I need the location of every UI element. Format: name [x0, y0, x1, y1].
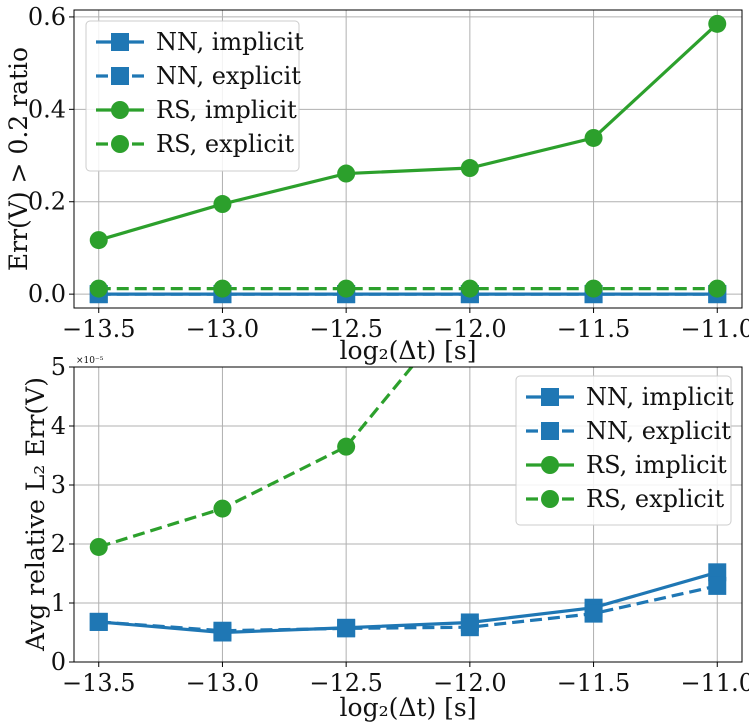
- x-tick-label: −11.0: [680, 315, 749, 343]
- x-tick-label: −12.0: [433, 315, 507, 343]
- x-axis-label-top: log₂(Δt) [s]: [340, 336, 477, 365]
- series-layer-bottom: [89, 367, 727, 642]
- series-line: [98, 367, 414, 549]
- legend-label: RS, explicit: [156, 130, 294, 158]
- legend-entry: NN, explicit: [526, 417, 731, 445]
- y-tick-label: 0.4: [28, 95, 66, 123]
- series-line: [98, 570, 718, 635]
- data-point: [337, 619, 356, 638]
- legend-label: RS, implicit: [586, 451, 727, 479]
- series-line: [98, 584, 718, 633]
- ticks-top: −13.5 −13.0 −12.5 −12.0 −11.5 −11.0 0.0 0.2 0.4 0…: [28, 3, 749, 343]
- legend-entry: RS, explicit: [526, 485, 724, 513]
- legend-entry: NN, explicit: [96, 62, 301, 90]
- data-point: [89, 231, 108, 250]
- series-line: [98, 22, 719, 242]
- data-point: [708, 14, 727, 33]
- legend-marker: [541, 490, 559, 508]
- x-tick-label: −13.0: [186, 315, 260, 343]
- legend-entry: RS, explicit: [96, 130, 294, 158]
- legend-entry: NN, implicit: [96, 28, 304, 56]
- data-point: [584, 128, 603, 147]
- axes-frame-top: [73, 9, 743, 309]
- y-tick-label: 0: [51, 648, 66, 676]
- legend-top: NN, implicit NN, explicit RS, implicit RS, …: [85, 20, 304, 172]
- series-layer-top: [89, 14, 727, 304]
- x-tick-label: −11.0: [680, 669, 749, 697]
- data-point: [460, 279, 479, 298]
- legend-entry: RS, implicit: [526, 451, 727, 479]
- x-axis-label-bottom: log₂(Δt) [s]: [340, 693, 477, 722]
- y-tick-label: 1: [51, 589, 66, 617]
- data-point: [460, 618, 479, 637]
- legend-box: [515, 375, 732, 526]
- data-point: [708, 279, 727, 298]
- x-tick-label: −11.5: [557, 669, 631, 697]
- data-point: [584, 604, 603, 623]
- y-axis-label-bottom: Avg relative L₂ Err(V): [21, 377, 50, 652]
- legend-marker: [541, 456, 559, 474]
- data-point: [89, 612, 108, 631]
- data-point: [708, 576, 727, 595]
- scale-label: ×10⁻⁵: [76, 356, 104, 366]
- data-point: [213, 499, 232, 518]
- ticks-bottom: −13.5 −13.0 −12.5 −12.0 −11.5 −11.0 0 1 2 3 4 5: [51, 353, 749, 697]
- legend-label: NN, implicit: [586, 383, 734, 411]
- legend-entry: RS, implicit: [96, 96, 297, 124]
- legend-marker: [111, 67, 129, 85]
- series-rs-explicit: [89, 279, 727, 298]
- x-tick-label: −13.5: [62, 315, 136, 343]
- data-point: [708, 563, 727, 582]
- data-point: [337, 164, 356, 183]
- y-axis-label-top: Err(V) > 0.2 ratio: [4, 47, 33, 271]
- legend-label: NN, implicit: [156, 28, 304, 56]
- bottom-panel: −13.5 −13.0 −12.5 −12.0 −11.5 −11.0 0 1 2 3 4 5 ×10…: [21, 353, 749, 722]
- x-tick-label: −12.5: [309, 315, 383, 343]
- y-tick-label: 0.6: [28, 3, 66, 31]
- x-tick-label: −11.5: [557, 315, 631, 343]
- y-tick-label: 0.0: [28, 280, 66, 308]
- axes-frame-bottom: [73, 366, 743, 663]
- data-point: [460, 159, 479, 178]
- data-point: [213, 279, 232, 298]
- legend-marker: [111, 101, 129, 119]
- data-point: [337, 437, 356, 456]
- legend-label: NN, explicit: [586, 417, 731, 445]
- series-rs-implicit: [89, 14, 727, 250]
- x-tick-label: −13.0: [186, 669, 260, 697]
- legend-marker: [111, 33, 129, 51]
- series-nn-explicit: [89, 576, 727, 640]
- data-point: [213, 621, 232, 640]
- top-panel: −13.5 −13.0 −12.5 −12.0 −11.5 −11.0 0.0 0.2 0.4 0…: [4, 3, 749, 365]
- data-point: [89, 537, 108, 556]
- y-tick-label: 2: [51, 530, 66, 558]
- legend-label: RS, implicit: [156, 96, 297, 124]
- data-point: [584, 279, 603, 298]
- legend-entry: NN, implicit: [526, 383, 734, 411]
- legend-label: RS, explicit: [586, 485, 724, 513]
- data-point: [337, 279, 356, 298]
- y-tick-label: 3: [51, 471, 66, 499]
- data-point: [89, 279, 108, 298]
- legend-marker: [111, 135, 129, 153]
- legend-marker: [541, 388, 559, 406]
- y-tick-label: 5: [51, 353, 66, 381]
- y-tick-label: 0.2: [28, 188, 66, 216]
- x-tick-label: −12.5: [309, 669, 383, 697]
- x-tick-label: −12.0: [433, 669, 507, 697]
- legend-marker: [541, 422, 559, 440]
- data-point: [213, 195, 232, 214]
- x-tick-label: −13.5: [62, 669, 136, 697]
- y-tick-label: 4: [51, 412, 66, 440]
- legend-box: [85, 20, 300, 172]
- series-rs-explicit: [89, 367, 414, 556]
- legend-label: NN, explicit: [156, 62, 301, 90]
- legend-bottom: NN, implicit NN, explicit RS, implicit RS, …: [515, 375, 734, 526]
